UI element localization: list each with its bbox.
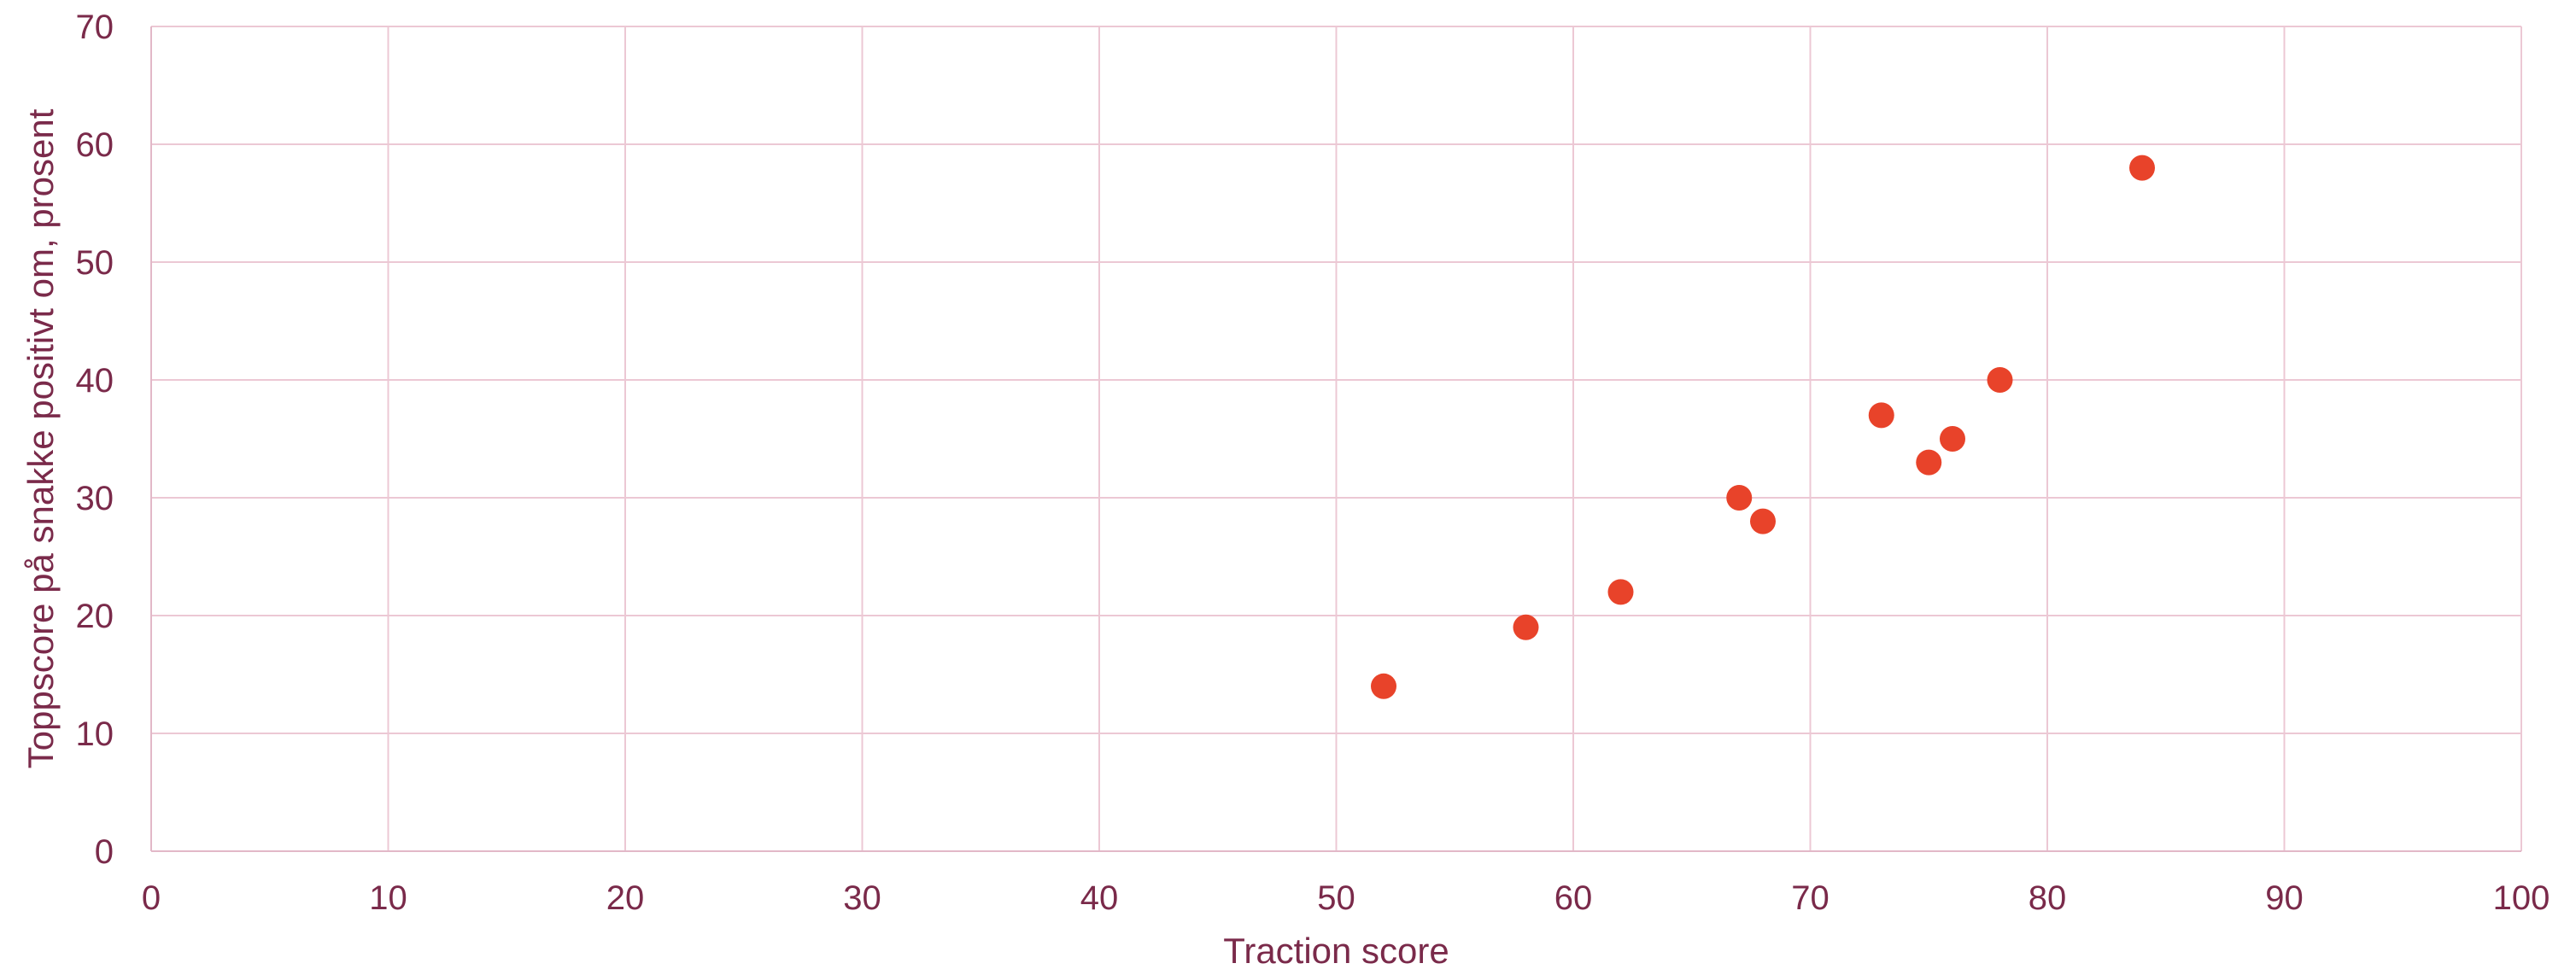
x-tick-labels: 0 10 20 30 40 50 60 70 80 90 100 xyxy=(142,879,2550,917)
data-points xyxy=(1371,155,2155,699)
x-tick-label: 40 xyxy=(1080,879,1119,917)
x-tick-label: 10 xyxy=(369,879,407,917)
axes xyxy=(150,26,2521,852)
grid xyxy=(150,26,2522,852)
x-tick-label: 60 xyxy=(1554,879,1593,917)
y-tick-label: 50 xyxy=(76,244,114,282)
x-tick-label: 30 xyxy=(843,879,881,917)
data-point xyxy=(1987,367,2013,393)
data-point xyxy=(2129,155,2155,181)
data-point xyxy=(1916,449,1942,476)
y-tick-label: 70 xyxy=(76,9,114,46)
y-tick-label: 20 xyxy=(76,598,114,635)
x-tick-label: 70 xyxy=(1791,879,1830,917)
data-point xyxy=(1868,402,1894,429)
y-tick-label: 60 xyxy=(76,126,114,164)
x-tick-label: 0 xyxy=(142,879,161,917)
data-point xyxy=(1607,579,1634,605)
y-tick-label: 0 xyxy=(95,833,114,871)
data-point xyxy=(1371,673,1396,699)
y-tick-label: 40 xyxy=(76,362,114,400)
y-axis-title: Toppscore på snakke positivt om, prosent xyxy=(20,108,61,768)
x-tick-label: 50 xyxy=(1317,879,1355,917)
data-point xyxy=(1750,508,1776,534)
data-point xyxy=(1513,614,1539,640)
data-point xyxy=(1940,426,1965,452)
x-axis-title: Traction score xyxy=(1223,931,1449,971)
x-tick-label: 100 xyxy=(2493,879,2550,917)
y-tick-label: 30 xyxy=(76,480,114,517)
data-point xyxy=(1726,485,1753,511)
x-tick-label: 90 xyxy=(2265,879,2304,917)
y-tick-labels: 0 10 20 30 40 50 60 70 xyxy=(76,9,114,871)
x-tick-label: 80 xyxy=(2029,879,2067,917)
y-tick-label: 10 xyxy=(76,715,114,753)
x-tick-label: 20 xyxy=(606,879,645,917)
